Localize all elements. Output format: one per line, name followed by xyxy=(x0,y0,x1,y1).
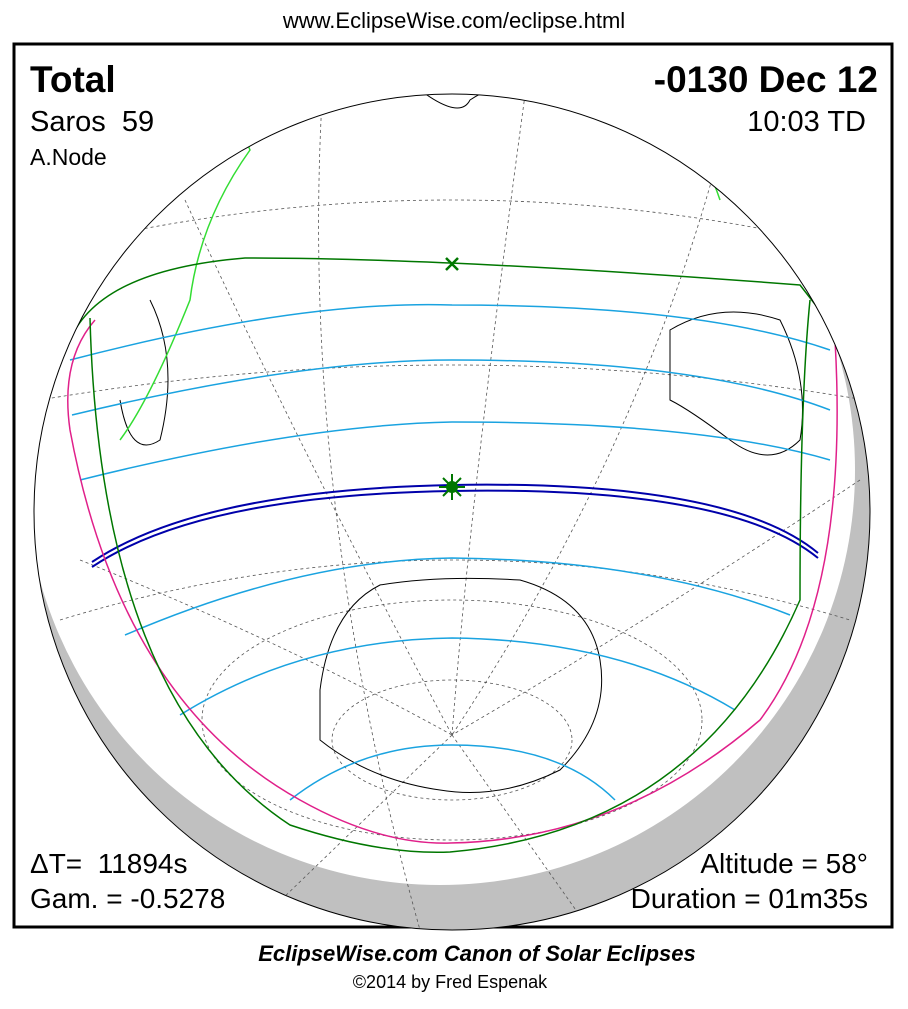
contour xyxy=(71,359,831,416)
globe xyxy=(34,94,870,930)
australia xyxy=(669,311,803,456)
saros: Saros 59 xyxy=(30,106,154,138)
globe-outline xyxy=(33,93,871,931)
contour xyxy=(69,303,831,361)
duration: Duration = 01m35s xyxy=(631,883,868,914)
header-url: www.EclipseWise.com/eclipse.html xyxy=(282,8,625,33)
parallel xyxy=(39,364,866,401)
node: A.Node xyxy=(30,144,107,170)
eclipse-date: -0130 Dec 12 xyxy=(654,59,878,100)
meridian xyxy=(451,479,861,736)
rise-set-curve xyxy=(89,299,811,854)
parallel xyxy=(44,199,861,251)
day-side xyxy=(34,94,855,885)
parallel xyxy=(201,599,703,841)
meridian xyxy=(451,734,591,930)
time: 10:03 TD xyxy=(747,106,866,138)
contour xyxy=(289,744,616,801)
meridian xyxy=(79,559,453,736)
madagascar xyxy=(119,299,169,446)
eclipse-type: Total xyxy=(30,59,116,100)
parallel xyxy=(59,559,851,621)
gamma: Gam. = -0.5278 xyxy=(30,883,225,914)
graticule xyxy=(39,94,866,930)
meridian xyxy=(249,734,453,930)
contour xyxy=(179,637,736,716)
copyright: ©2014 by Fred Espenak xyxy=(353,972,548,992)
meridian xyxy=(318,99,421,930)
antarctica xyxy=(319,577,603,793)
meridian xyxy=(184,199,453,736)
contour xyxy=(79,421,831,481)
altitude: Altitude = 58° xyxy=(700,848,868,879)
limit-curve xyxy=(69,257,836,341)
coastlines xyxy=(119,94,803,793)
asia-coast xyxy=(419,94,561,109)
footer-title: EclipseWise.com Canon of Solar Eclipses xyxy=(258,941,696,966)
greatest-point xyxy=(445,257,459,271)
greatest-eclipse xyxy=(439,474,465,500)
parallel xyxy=(331,679,573,801)
penumbra-limit xyxy=(67,319,838,844)
contour xyxy=(124,557,791,636)
delta-t: ΔT= 11894s xyxy=(30,848,188,879)
